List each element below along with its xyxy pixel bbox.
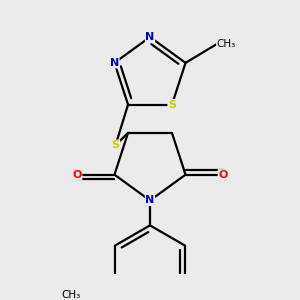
Text: N: N (146, 32, 154, 42)
Text: N: N (110, 58, 119, 68)
Text: N: N (146, 196, 154, 206)
Text: S: S (112, 140, 120, 150)
Text: O: O (218, 170, 228, 180)
Text: CH₃: CH₃ (217, 39, 236, 49)
Text: CH₃: CH₃ (61, 290, 81, 300)
Text: O: O (72, 170, 82, 180)
Text: S: S (168, 100, 176, 110)
